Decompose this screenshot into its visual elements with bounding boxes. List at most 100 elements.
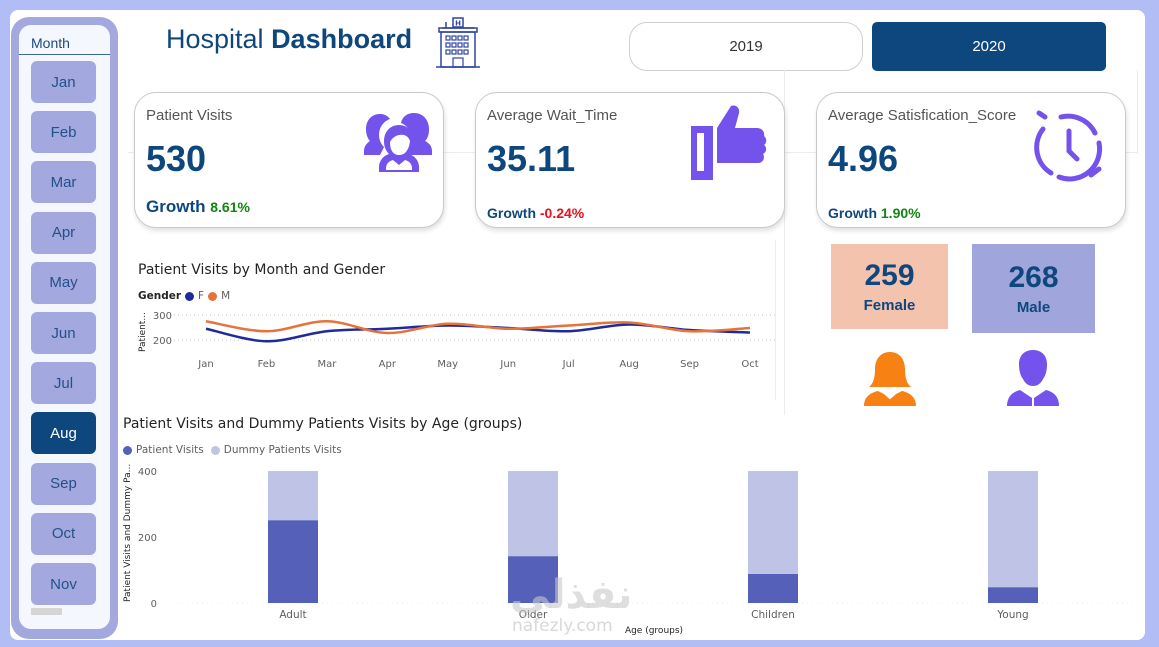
- line-chart-legend: Gender F M: [138, 290, 230, 302]
- month-button-aug[interactable]: Aug: [31, 412, 96, 455]
- kpi-label: Patient Visits: [146, 107, 233, 124]
- x-tick-label: May: [437, 359, 458, 370]
- growth-value: -0.24%: [539, 205, 585, 221]
- male-count-card: 268 Male: [972, 244, 1095, 333]
- kpi-growth: Growth 8.61%: [146, 197, 250, 217]
- data-point-m-may[interactable]: [444, 320, 452, 328]
- y-axis-label: Patient...: [138, 312, 148, 352]
- bar-older-dummy-patients-visits[interactable]: [508, 471, 558, 557]
- month-slicer: Month Jan Feb Mar Apr May Jun Jul Aug Sep Oct Nov: [11, 17, 118, 639]
- thumbs-up-icon: [691, 105, 767, 180]
- panel-divider: [1137, 70, 1138, 154]
- female-user-icon: [864, 352, 916, 406]
- x-tick-label: Apr: [379, 359, 397, 370]
- legend-label-patient-visits[interactable]: Patient Visits: [136, 444, 204, 456]
- legend-label-f[interactable]: F: [198, 290, 205, 302]
- x-tick-label: Jun: [499, 359, 516, 370]
- line-series-m[interactable]: [205, 319, 751, 335]
- y-axis-label: Patient Visits and Dummy Pa...: [123, 464, 133, 602]
- data-point-m-apr[interactable]: [383, 329, 391, 337]
- bar-older-patient-visits[interactable]: [508, 556, 558, 603]
- data-point-m-feb[interactable]: [262, 327, 270, 335]
- female-count: 259: [864, 259, 915, 292]
- watermark-text: nafezly.com: [512, 616, 613, 636]
- legend-label-m[interactable]: M: [221, 290, 231, 302]
- month-button-jan[interactable]: Jan: [31, 61, 96, 103]
- month-button-nov[interactable]: Nov: [31, 563, 96, 605]
- slicer-divider: [19, 54, 110, 55]
- female-label: Female: [863, 297, 916, 314]
- x-tick-label: Young: [996, 609, 1028, 621]
- bar-children-dummy-patients-visits[interactable]: [748, 471, 798, 574]
- page-title: Hospital Dashboard: [166, 24, 412, 55]
- data-point-f-jan[interactable]: [202, 325, 210, 333]
- x-tick-label: Children: [751, 609, 795, 621]
- y-tick-label: 200: [153, 336, 172, 347]
- clock-icon: [1034, 110, 1103, 182]
- data-point-f-mar[interactable]: [323, 327, 331, 335]
- x-tick-label: Feb: [258, 359, 276, 370]
- bar-chart-title: Patient Visits and Dummy Patients Visits…: [123, 416, 523, 432]
- kpi-label: Average Satisfication_Score: [828, 107, 1017, 124]
- data-point-m-sep[interactable]: [686, 327, 694, 335]
- bar-young-patient-visits[interactable]: [988, 587, 1038, 603]
- y-tick-label: 0: [151, 599, 157, 610]
- month-button-jun[interactable]: Jun: [31, 312, 96, 354]
- data-point-m-aug[interactable]: [625, 319, 633, 327]
- kpi-card-patient-visits: Patient Visits 530 Growth 8.61%: [134, 92, 444, 228]
- hospital-icon-letter: H: [455, 20, 461, 28]
- watermark-logo: نفذلي: [510, 572, 633, 618]
- title-light: Hospital: [166, 24, 264, 54]
- month-button-jul[interactable]: Jul: [31, 362, 96, 405]
- month-button-may[interactable]: May: [31, 261, 96, 304]
- bar-children-patient-visits[interactable]: [748, 573, 798, 603]
- growth-value: 8.61%: [210, 199, 250, 215]
- y-tick-label: 300: [153, 311, 172, 322]
- x-tick-label: Aug: [619, 359, 639, 370]
- kpi-value: 530: [146, 138, 207, 179]
- patients-group-icon: [364, 113, 432, 172]
- month-button-mar[interactable]: Mar: [31, 161, 96, 204]
- female-count-card: 259 Female: [831, 244, 948, 329]
- male-count: 268: [1008, 261, 1059, 294]
- bar-chart-card: Patient Visits and Dummy Patients Visits…: [117, 410, 1145, 638]
- data-point-m-jul[interactable]: [565, 322, 573, 330]
- line-chart: 200 300 Patient... Jan Feb Mar Apr May Jun Jul Aug…: [138, 311, 776, 370]
- x-tick-label: Jul: [562, 359, 575, 370]
- bar-adult-dummy-patients-visits[interactable]: [268, 471, 318, 521]
- slicer-scrollbar[interactable]: [31, 608, 62, 615]
- month-button-oct[interactable]: Oct: [31, 512, 96, 555]
- line-chart-card: Patient Visits by Month and Gender Gende…: [128, 240, 776, 400]
- data-point-m-oct[interactable]: [746, 324, 754, 332]
- y-tick-label: 400: [138, 467, 157, 478]
- month-button-sep[interactable]: Sep: [31, 462, 96, 505]
- data-point-f-feb[interactable]: [262, 337, 270, 345]
- year-2019-button[interactable]: 2019: [629, 22, 863, 71]
- legend-dot-dummy-visits: [210, 445, 220, 455]
- x-tick-label: Oct: [741, 359, 758, 370]
- x-tick-label: Adult: [279, 609, 306, 621]
- kpi-card-average-wait-time: Average Wait_Time 35.11 Growth -0.24%: [475, 92, 785, 228]
- month-button-apr[interactable]: Apr: [31, 211, 96, 254]
- month-slicer-panel: Month Jan Feb Mar Apr May Jun Jul Aug Sep Oct Nov: [19, 25, 110, 629]
- kpi-growth: Growth -0.24%: [487, 205, 584, 221]
- bar-adult-patient-visits[interactable]: [268, 520, 318, 603]
- growth-label: Growth: [146, 197, 206, 216]
- x-tick-label: Sep: [680, 359, 699, 370]
- x-tick-label: Mar: [317, 359, 337, 370]
- data-point-m-mar[interactable]: [323, 317, 331, 325]
- month-slicer-title: Month: [31, 35, 70, 51]
- legend-label-dummy-visits[interactable]: Dummy Patients Visits: [223, 444, 342, 456]
- bar-chart: 0 200 400 Patient Visits and Dummy Pa... Adu…: [123, 464, 1145, 636]
- title-bold: Dashboard: [271, 24, 413, 54]
- kpi-card-average-satisfaction-score: Average Satisfication_Score 4.96 Growth …: [816, 92, 1126, 228]
- data-point-m-jun[interactable]: [504, 325, 512, 333]
- kpi-value: 35.11: [487, 138, 576, 179]
- kpi-label: Average Wait_Time: [487, 107, 618, 124]
- bar-young-dummy-patients-visits[interactable]: [988, 471, 1038, 588]
- data-point-m-jan[interactable]: [202, 317, 210, 325]
- month-button-feb[interactable]: Feb: [31, 111, 96, 154]
- legend-dot-patient-visits: [123, 445, 132, 455]
- growth-label: Growth: [828, 205, 877, 221]
- year-2020-button[interactable]: 2020: [872, 22, 1106, 71]
